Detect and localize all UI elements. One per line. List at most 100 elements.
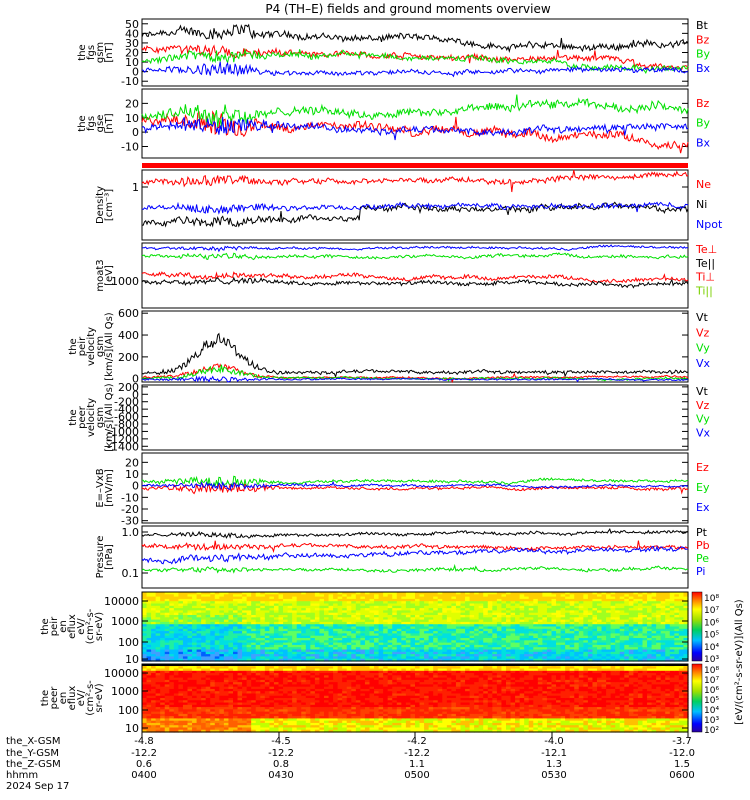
heatmap-cell <box>587 644 594 648</box>
heatmap-cell <box>319 658 325 662</box>
heatmap-cell <box>346 601 352 605</box>
heatmap-cell <box>310 704 316 708</box>
heatmap-cell <box>269 718 275 722</box>
heatmap-cell <box>424 594 430 598</box>
heatmap-cell <box>205 709 211 713</box>
heatmap-cell <box>233 649 239 653</box>
heatmap-cell <box>151 603 157 607</box>
heatmap-cell <box>556 608 562 611</box>
heatmap-cell <box>305 658 311 662</box>
heatmap-cell <box>260 691 266 695</box>
heatmap-cell <box>192 677 198 681</box>
heatmap-cell <box>155 716 161 719</box>
heatmap-cell <box>264 693 270 697</box>
heatmap-cell <box>269 704 275 708</box>
heatmap-cell <box>419 658 425 662</box>
heatmap-cell <box>342 640 348 644</box>
heatmap-cell <box>556 601 562 605</box>
heatmap-cell <box>351 656 357 660</box>
heatmap-cell <box>660 651 666 655</box>
heatmap-cell <box>583 592 589 595</box>
heatmap-cell <box>533 628 539 632</box>
heatmap-cell <box>310 688 316 692</box>
heatmap-cell <box>219 612 225 616</box>
heatmap-cell <box>606 647 612 651</box>
heatmap-cell <box>142 684 148 688</box>
heatmap-cell <box>628 612 634 616</box>
heatmap-cell <box>192 654 198 657</box>
heatmap-cell <box>196 711 202 715</box>
heatmap-cell <box>146 691 152 695</box>
heatmap-cell <box>492 631 498 634</box>
heatmap-cell <box>164 594 170 598</box>
heatmap-cell <box>219 709 225 713</box>
heatmap-cell <box>142 716 148 719</box>
heatmap-cell <box>460 631 466 634</box>
heatmap-cell <box>628 608 634 611</box>
heatmap-cell <box>487 631 493 634</box>
heatmap-cell <box>187 656 193 660</box>
heatmap-cell <box>192 695 198 699</box>
heatmap-cell <box>255 615 261 618</box>
heatmap-cell <box>142 594 148 598</box>
heatmap-cell <box>187 702 193 706</box>
heatmap-cell <box>292 656 298 660</box>
heatmap-cell <box>619 603 625 607</box>
heatmap-cell <box>201 727 207 731</box>
heatmap-cell <box>273 684 280 688</box>
heatmap-cell <box>228 640 234 644</box>
heatmap-cell <box>578 626 584 630</box>
heatmap-cell <box>474 635 480 639</box>
heatmap-cell <box>583 619 589 623</box>
heatmap-cell <box>192 612 198 616</box>
heatmap-cell <box>615 631 621 634</box>
heatmap-cell <box>160 725 166 729</box>
heatmap-cell <box>164 693 170 697</box>
heatmap-cell <box>169 626 175 630</box>
heatmap-cell <box>405 644 412 648</box>
heatmap-cell <box>201 603 207 607</box>
heatmap-cell <box>196 612 202 616</box>
heatmap-cell <box>296 691 302 695</box>
heatmap-cell <box>169 677 175 681</box>
heatmap-cell <box>142 718 148 722</box>
heatmap-cell <box>260 635 266 639</box>
heatmap-cell <box>314 651 321 655</box>
heatmap-cell <box>560 626 566 630</box>
heatmap-cell <box>519 626 525 630</box>
heatmap-cell <box>260 598 266 602</box>
heatmap-cell <box>155 594 161 598</box>
heatmap-cell <box>515 608 521 611</box>
heatmap-cell <box>223 673 230 676</box>
heatmap-cell <box>146 684 152 688</box>
heatmap-cell <box>678 654 685 657</box>
heatmap-cell <box>378 654 384 657</box>
heatmap-cell <box>146 608 152 611</box>
heatmap-cell <box>264 727 270 731</box>
heatmap-cell <box>437 596 443 600</box>
heatmap-cell <box>305 673 311 676</box>
heatmap-cell <box>169 617 175 621</box>
heatmap-cell <box>433 635 439 639</box>
heatmap-cell <box>337 624 343 628</box>
heatmap-cell <box>219 621 225 625</box>
heatmap-cell <box>501 615 507 618</box>
heatmap-cell <box>478 617 484 621</box>
heatmap-cell <box>433 619 439 623</box>
heatmap-cell <box>647 594 653 598</box>
heatmap-cell <box>201 654 207 657</box>
heatmap-cell <box>151 713 157 717</box>
heatmap-cell <box>524 642 530 646</box>
heatmap-cell <box>223 693 230 697</box>
heatmap-cell <box>273 649 280 653</box>
heatmap-cell <box>556 640 562 644</box>
heatmap-cell <box>578 640 584 644</box>
heatmap-cell <box>496 635 503 639</box>
heatmap-cell <box>214 686 220 690</box>
heatmap-cell <box>533 598 539 602</box>
heatmap-cell <box>337 638 343 641</box>
y-axis-label-line: fgs <box>86 45 97 60</box>
heatmap-cell <box>182 651 189 655</box>
heatmap-cell <box>396 621 402 625</box>
